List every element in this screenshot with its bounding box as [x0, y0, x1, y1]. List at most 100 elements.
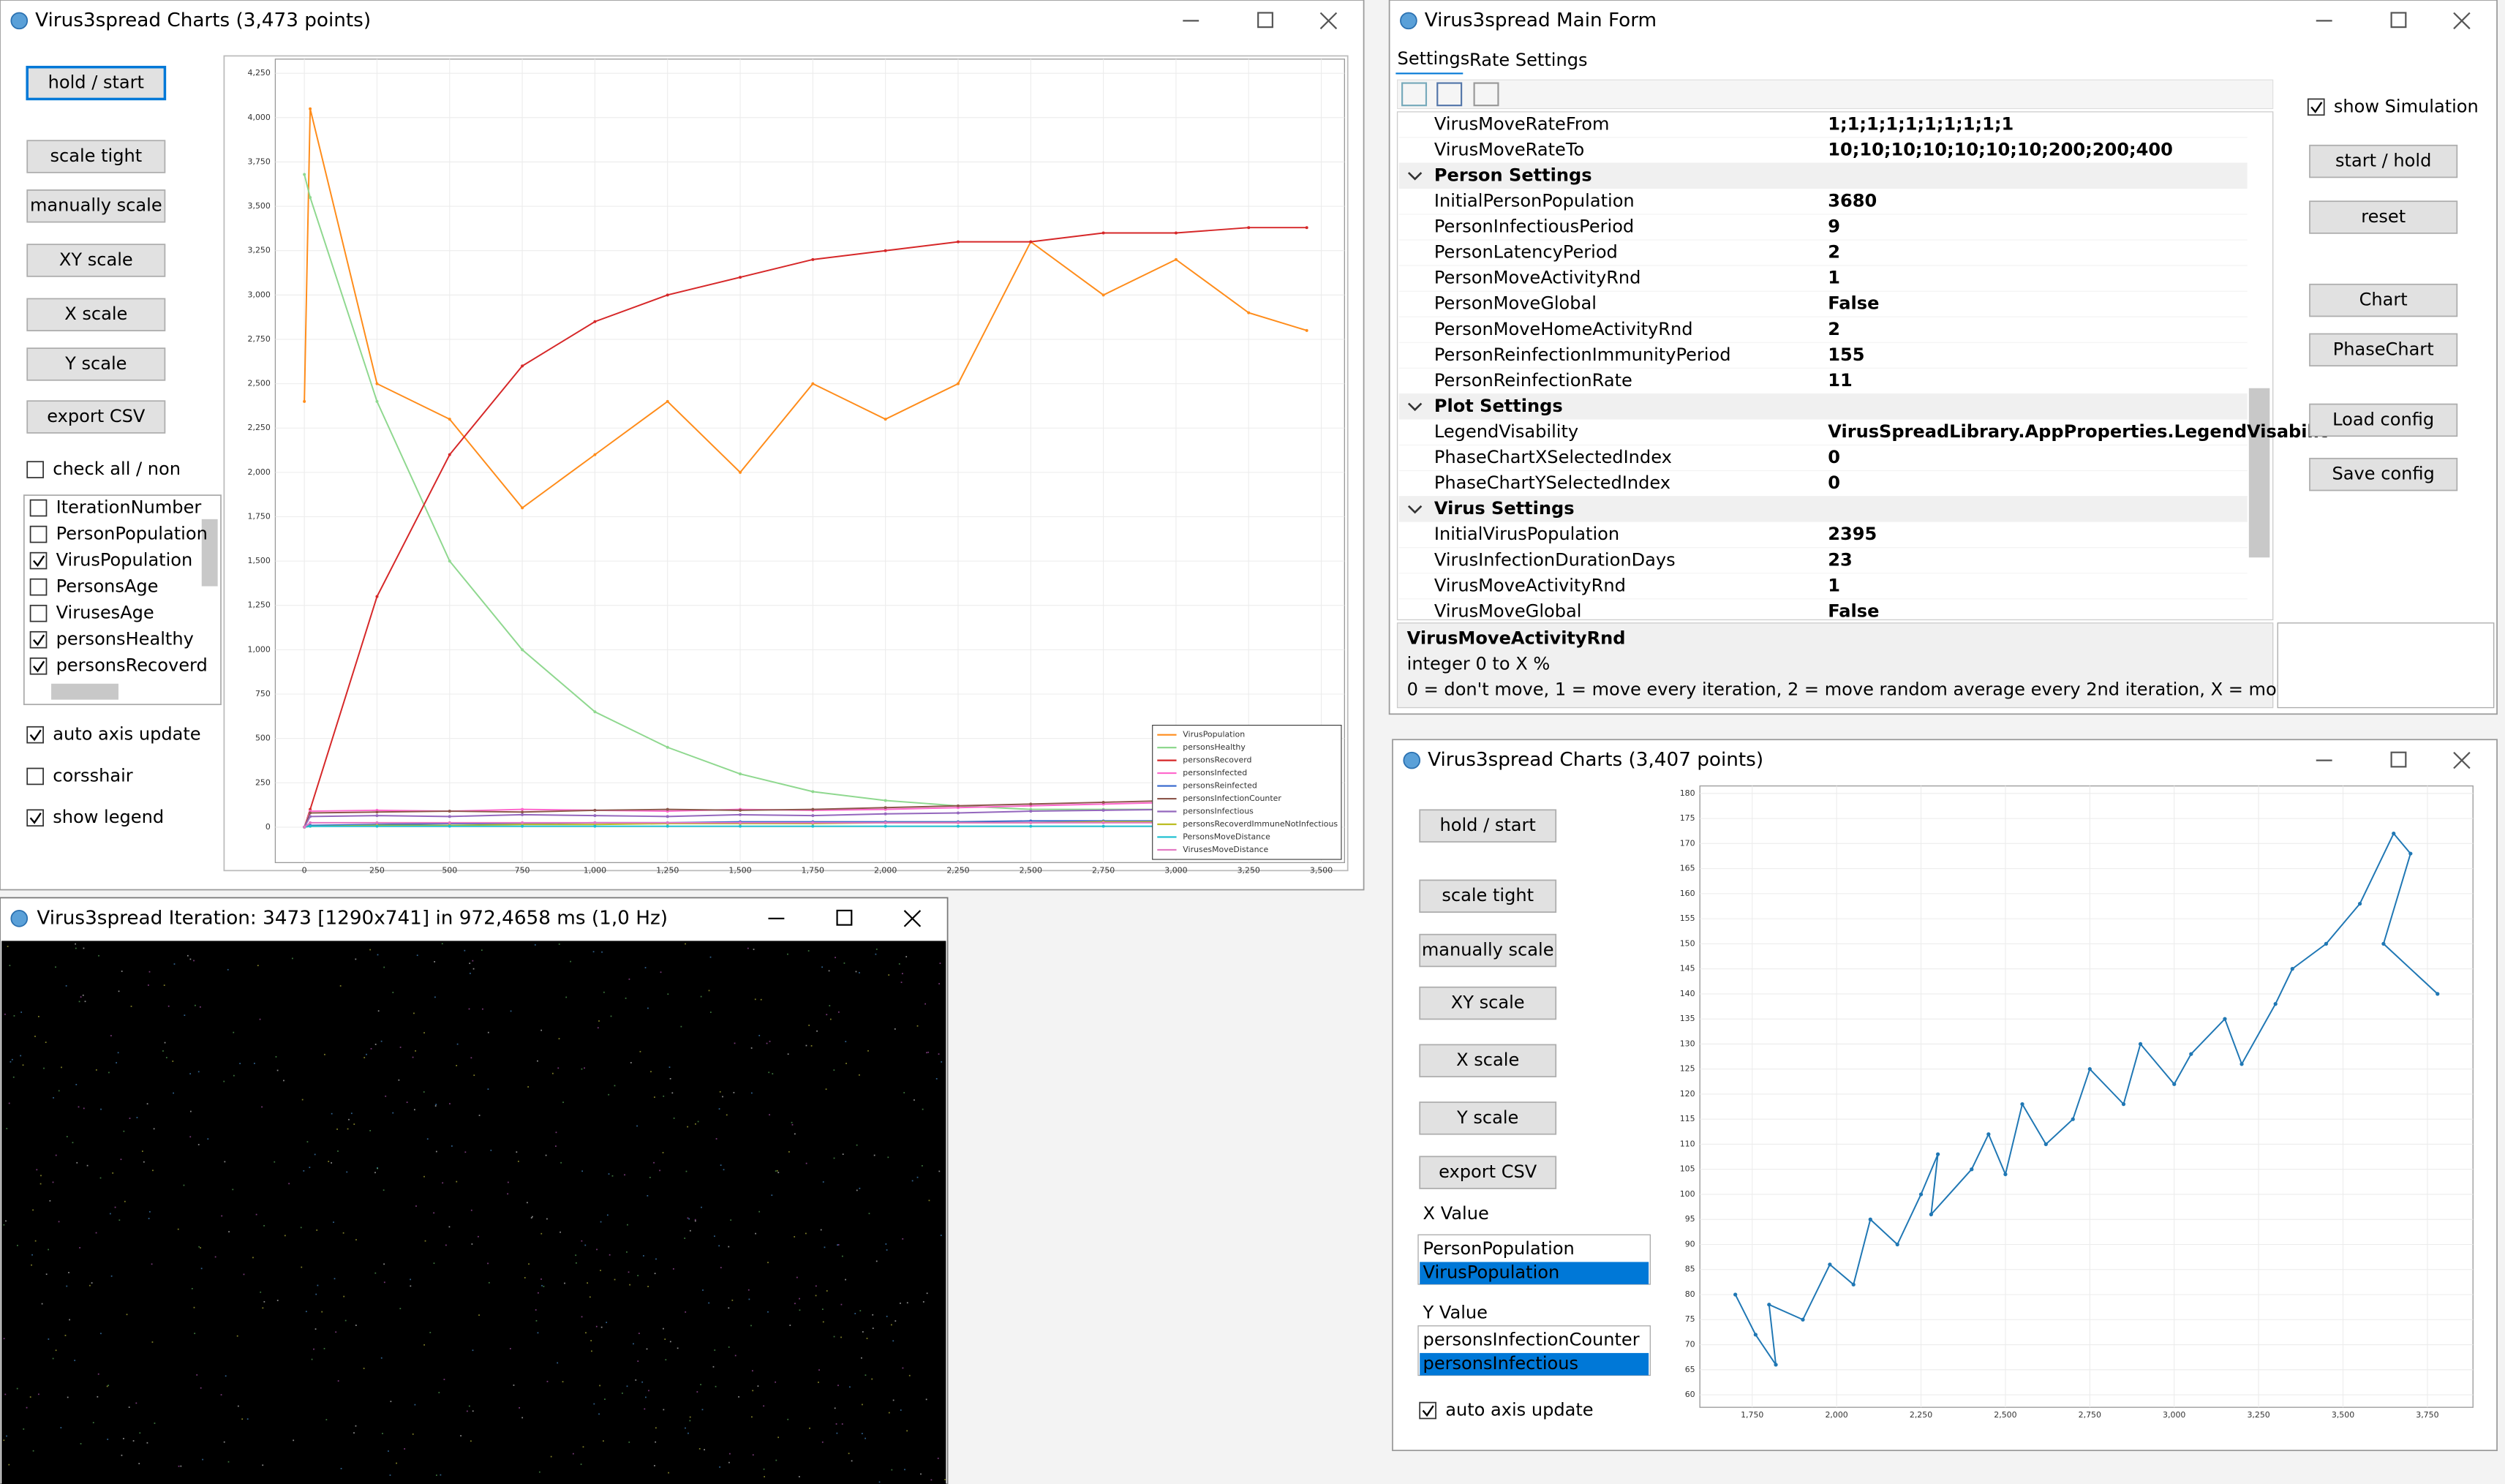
checkbox[interactable] [29, 604, 48, 622]
maximize-button[interactable] [1257, 12, 1273, 29]
simulation-dot [138, 1463, 140, 1464]
simulation-dot [97, 1373, 99, 1375]
property-name: PersonReinfectionRate [1434, 370, 1632, 391]
property-value: VirusSpreadLibrary.AppProperties.LegendV… [1828, 421, 2327, 442]
simulation-dot [136, 1117, 138, 1118]
simulation-dot [714, 1235, 715, 1238]
button[interactable] [26, 347, 166, 381]
simulation-dot [148, 971, 151, 973]
checkbox[interactable] [2307, 98, 2325, 116]
data-point [521, 807, 524, 811]
checkbox[interactable] [29, 499, 48, 517]
button[interactable] [26, 400, 166, 434]
simulation-dot [728, 1346, 730, 1348]
close-button[interactable] [2453, 751, 2471, 769]
button[interactable] [2309, 144, 2458, 178]
simulation-dot [404, 1448, 406, 1450]
simulation-dot [32, 1450, 34, 1452]
checkbox[interactable] [26, 767, 44, 786]
button[interactable] [26, 189, 166, 223]
checkbox[interactable] [29, 657, 48, 675]
button[interactable] [2309, 403, 2458, 437]
maximize-button[interactable] [2390, 12, 2407, 29]
checkbox[interactable] [29, 525, 48, 543]
simulation-dot [363, 1368, 365, 1369]
toolbar-button[interactable] [1401, 82, 1428, 107]
checkbox[interactable] [29, 630, 48, 649]
list-item[interactable]: VirusPopulation [1423, 1262, 1560, 1283]
checkbox[interactable] [26, 809, 44, 827]
button[interactable] [1419, 1101, 1557, 1135]
simulation-dot [776, 1170, 778, 1172]
button[interactable] [26, 244, 166, 277]
y-tick-label: 750 [255, 689, 271, 698]
simulation-dot [833, 1336, 835, 1338]
simulation-dot [45, 1273, 48, 1276]
checkbox[interactable] [1419, 1401, 1436, 1420]
button[interactable] [1419, 986, 1557, 1020]
collapse-arrow[interactable] [1407, 402, 1423, 412]
button-label: X scale [64, 304, 127, 324]
checkbox[interactable] [26, 461, 44, 478]
simulation-dot [646, 1348, 648, 1350]
close-button[interactable] [2453, 12, 2471, 30]
button[interactable] [26, 65, 167, 101]
simulation-dot [148, 1218, 150, 1219]
simulation-dot [590, 1340, 592, 1341]
simulation-dot [928, 1199, 930, 1202]
simulation-dot [687, 1217, 689, 1219]
button[interactable] [1419, 1044, 1557, 1077]
simulation-dot [628, 1441, 630, 1443]
list-item[interactable]: personsInfectious [1423, 1353, 1578, 1374]
simulation-dot [110, 1275, 113, 1277]
simulation-dot [777, 1436, 780, 1439]
button[interactable] [1419, 879, 1557, 913]
simulation-dot [481, 949, 483, 952]
simulation-dot [888, 1412, 890, 1414]
simulation-dot [17, 1244, 18, 1246]
button[interactable] [1419, 809, 1557, 843]
simulation-dot [468, 1008, 470, 1010]
window-title: Virus3spread Charts (3,473 points) [35, 10, 371, 31]
simulation-dot [833, 1157, 835, 1159]
simulation-dot [680, 1025, 682, 1028]
simulation-dot [507, 1181, 509, 1183]
simulation-dot [538, 1292, 539, 1294]
property-grid [1396, 111, 2274, 621]
maximize-button[interactable] [836, 909, 853, 926]
collapse-arrow[interactable] [1407, 505, 1423, 514]
button[interactable] [26, 298, 166, 331]
simulation-dot [837, 1385, 839, 1387]
simulation-dot [445, 1244, 447, 1246]
button[interactable] [2309, 200, 2458, 234]
list-item[interactable]: PersonPopulation [1423, 1238, 1575, 1259]
series-line [304, 227, 1307, 828]
simulation-dot [75, 943, 76, 945]
close-button[interactable] [1319, 12, 1338, 30]
maximize-button[interactable] [2390, 751, 2407, 768]
simulation-dot [440, 1474, 442, 1476]
checkbox[interactable] [26, 726, 44, 744]
toolbar-button[interactable] [1473, 82, 1499, 107]
checkbox[interactable] [29, 578, 48, 596]
button[interactable] [26, 140, 166, 173]
simulation-dot [220, 1394, 222, 1396]
simulation-dot [456, 1064, 458, 1066]
simulation-dot [118, 1219, 121, 1221]
toolbar-button[interactable] [1436, 82, 1463, 107]
button[interactable] [2309, 333, 2458, 367]
button[interactable] [2309, 283, 2458, 317]
list-item[interactable]: personsInfectionCounter [1423, 1329, 1640, 1349]
simulation-dot [720, 1267, 722, 1269]
collapse-arrow[interactable] [1407, 172, 1423, 181]
simulation-dot [165, 1057, 167, 1058]
button[interactable] [1419, 1156, 1557, 1189]
legend-label: personsInfectionCounter [1183, 794, 1281, 803]
checkbox[interactable] [29, 551, 48, 570]
close-button[interactable] [903, 910, 922, 927]
button[interactable] [1419, 933, 1557, 968]
simulation-dot [700, 1384, 701, 1385]
simulation-dot [223, 1080, 225, 1082]
button[interactable] [2309, 457, 2458, 491]
simulation-dot [123, 1437, 124, 1439]
